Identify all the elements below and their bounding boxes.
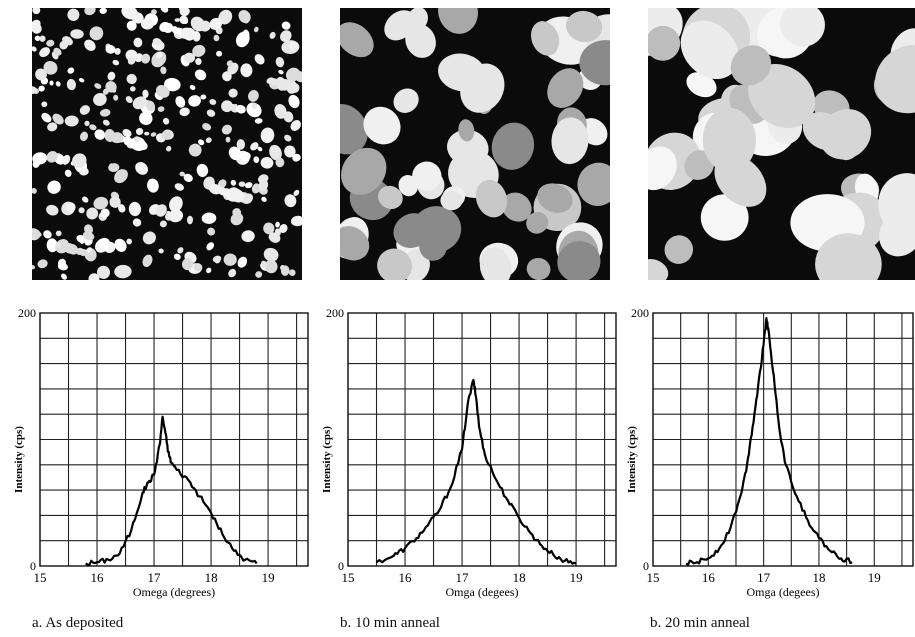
x-tick-label: 18 — [513, 570, 526, 585]
x-tick-label: 16 — [702, 570, 716, 585]
x-tick-label: 17 — [456, 570, 470, 585]
rocking-curve-chart-as-deposited: 15 16 17 18 19 0 200 Omega (degrees) Intensity (… — [10, 306, 310, 613]
y-tick-label: 200 — [326, 306, 344, 320]
y-tick-label: 0 — [643, 559, 649, 573]
grain-texture — [340, 8, 610, 280]
x-tick-label: 16 — [399, 570, 413, 585]
caption-10-min-anneal: b. 10 min anneal — [340, 615, 440, 631]
y-tick-label: 200 — [18, 306, 36, 320]
chart-grid — [39, 312, 308, 567]
x-axis-label: Omga (degees) — [747, 585, 820, 599]
grain-texture — [32, 8, 302, 280]
series-line — [85, 415, 258, 566]
series-line — [375, 378, 577, 565]
grain-texture — [648, 8, 915, 280]
x-tick-label: 18 — [205, 570, 218, 585]
y-axis-label: Intensity (cps) — [13, 426, 25, 493]
x-tick-label: 19 — [262, 570, 275, 585]
x-axis-label: Omega (degrees) — [133, 585, 215, 599]
x-tick-label: 15 — [647, 570, 660, 585]
x-tick-label: 19 — [570, 570, 583, 585]
plot-frame — [347, 312, 617, 567]
y-tick-label: 200 — [631, 306, 649, 320]
y-axis-label: Intensity (cps) — [626, 426, 638, 493]
rocking-curve-chart-20-min-anneal: 15 16 17 18 19 0 200 Omga (degees) Intensity (cp… — [623, 306, 915, 613]
afm-image-20-min-anneal — [648, 8, 915, 280]
x-tick-label: 19 — [868, 570, 881, 585]
caption-as-deposited: a. As deposited — [32, 615, 124, 631]
caption-20-min-anneal: b. 20 min anneal — [650, 615, 750, 631]
x-tick-label: 15 — [34, 570, 47, 585]
rocking-curve-chart-10-min-anneal: 15 16 17 18 19 0 200 Omga (degees) Intensity (cp… — [318, 306, 618, 613]
series-line — [685, 317, 853, 566]
x-tick-label: 16 — [91, 570, 105, 585]
afm-image-10-min-anneal — [340, 8, 610, 280]
x-tick-label: 15 — [342, 570, 355, 585]
afm-image-as-deposited — [32, 8, 302, 280]
x-tick-label: 18 — [812, 570, 825, 585]
y-tick-label: 0 — [30, 559, 36, 573]
chart-grid — [652, 312, 913, 567]
x-axis-label: Omga (degees) — [446, 585, 519, 599]
plot-frame — [652, 312, 914, 567]
x-tick-label: 17 — [757, 570, 771, 585]
x-tick-label: 17 — [148, 570, 162, 585]
y-axis-label: Intensity (cps) — [321, 426, 333, 493]
y-tick-label: 0 — [338, 559, 344, 573]
plot-frame — [39, 312, 309, 567]
